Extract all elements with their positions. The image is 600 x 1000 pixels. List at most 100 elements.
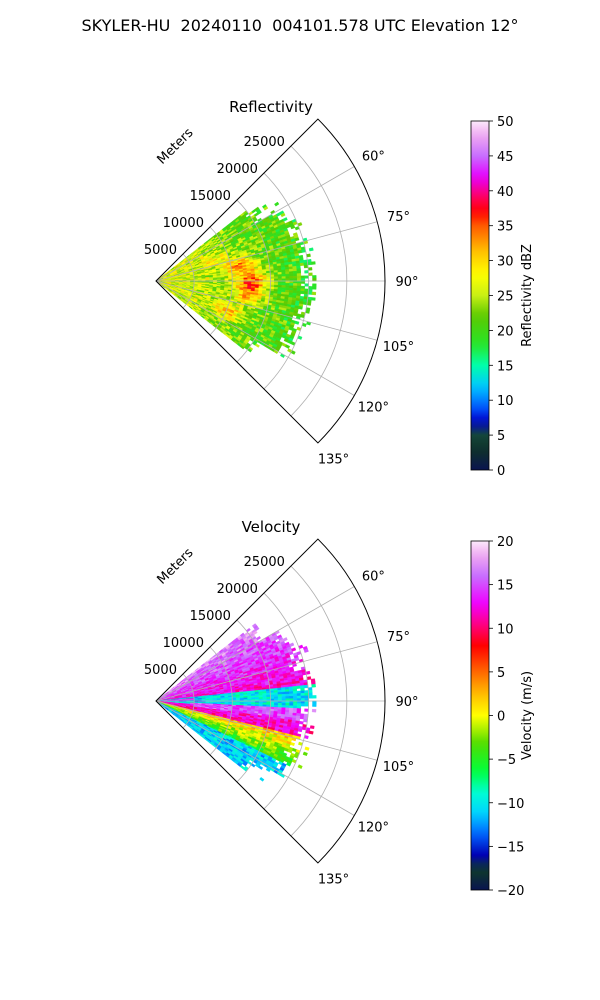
radar-gate (296, 288, 302, 292)
radar-gate (251, 697, 256, 700)
azimuth-tick-label: 135° (318, 452, 349, 467)
radar-gate (292, 273, 298, 277)
azimuth-tick-label: 90° (395, 275, 418, 290)
radar-gate (300, 285, 306, 290)
radar-gate (273, 276, 279, 280)
radar-gate (239, 277, 245, 280)
radar-gate (296, 270, 302, 274)
radar-gate (285, 273, 290, 277)
radar-gate (285, 269, 290, 273)
colorbar-tick-label: 0 (497, 464, 505, 479)
radar-gate (303, 684, 309, 689)
radar-gate (228, 278, 233, 280)
range-tick-label: 20000 (217, 162, 258, 177)
radar-gate (281, 691, 286, 695)
radar-gate (308, 689, 313, 694)
radar-gate (277, 696, 283, 700)
radar-gate (258, 695, 264, 698)
radar-gate (281, 696, 286, 700)
radar-gate (258, 275, 264, 278)
radar-gate (289, 275, 294, 279)
radar-gate (285, 287, 290, 291)
radar-gate (304, 283, 309, 287)
azimuth-tick-label: 105° (383, 340, 414, 355)
radar-gate (312, 275, 317, 279)
range-tick-label: 10000 (163, 216, 204, 231)
radar-gate (285, 285, 290, 289)
radar-gate (281, 702, 286, 706)
azimuth-tick-label: 60° (362, 150, 385, 165)
radar-gate (258, 702, 264, 705)
colorbar-tick-label: 35 (497, 220, 514, 235)
radar-gate (312, 283, 317, 287)
radar-gate (296, 693, 302, 697)
radar-gate (296, 703, 302, 707)
radar-gate (289, 695, 294, 699)
radar-gate (296, 695, 302, 699)
radar-gate (296, 705, 302, 709)
radar-gate (277, 702, 283, 706)
radar-gate (294, 237, 300, 242)
radar-gate (304, 288, 309, 292)
radar-gate (289, 693, 294, 697)
radar-gate (296, 685, 301, 689)
radar-gate (304, 700, 309, 704)
radar-data (156, 201, 317, 358)
colorbar-tick-label: 10 (497, 394, 514, 409)
radar-gate (293, 283, 298, 287)
radar-gate (312, 703, 317, 707)
radar-gate (311, 708, 317, 713)
radar-gate (251, 277, 256, 280)
colorbar-tick-label: 45 (497, 150, 514, 165)
radar-gate (262, 276, 267, 280)
range-tick-label: 5000 (144, 243, 177, 258)
radar-gate (300, 703, 305, 707)
radar-gate (292, 285, 298, 289)
colorbar-label: Reflectivity dBZ (520, 244, 535, 347)
radar-gate (307, 267, 313, 271)
radar-gate (284, 344, 291, 349)
radar-gate (311, 297, 316, 301)
radar-gate (254, 695, 260, 698)
radar-gate (289, 271, 294, 275)
range-axis-label: Meters (155, 125, 197, 167)
radar-gate (277, 282, 283, 286)
radar-gate (303, 264, 309, 269)
radar-gate (266, 694, 271, 698)
radar-gate (270, 702, 275, 706)
azimuth-tick-label: 120° (358, 401, 389, 416)
radar-gate (285, 705, 290, 709)
radar-gate (297, 728, 303, 733)
radar-gate (281, 273, 286, 277)
radar-gate (270, 696, 275, 700)
colorbar-tick-label: 30 (497, 255, 514, 270)
radar-gate (293, 695, 298, 699)
radar-gate (300, 275, 305, 279)
radar-gate (289, 642, 295, 647)
radar-gate (285, 689, 290, 693)
radar-gate (281, 282, 286, 286)
radar-gate (293, 703, 298, 707)
radar-gate (254, 275, 260, 278)
radar-gate (285, 696, 290, 699)
radar-gate (304, 690, 309, 694)
radar-gate (299, 715, 305, 720)
radar-gate (292, 705, 298, 709)
radar-gate (300, 695, 305, 699)
radar-gate (308, 272, 313, 276)
radar-gate (312, 286, 317, 290)
panel-title: Velocity (242, 518, 301, 536)
radar-gate (296, 283, 302, 287)
radar-gate (277, 274, 283, 277)
radar-gate (266, 282, 271, 286)
radar-gate (285, 693, 290, 697)
radar-gate (298, 720, 304, 725)
radar-gate (281, 271, 286, 275)
radar-gate (289, 705, 294, 709)
azimuth-tick-label: 75° (387, 210, 410, 225)
radar-gate (274, 201, 280, 207)
radar-gate (273, 696, 279, 700)
radar-gate (293, 275, 298, 279)
colorbar-tick-label: 50 (497, 115, 514, 130)
